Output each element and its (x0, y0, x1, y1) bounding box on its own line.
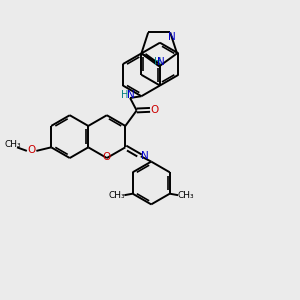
Text: N: N (128, 90, 135, 100)
Text: N: N (141, 151, 149, 160)
Text: H: H (121, 90, 128, 100)
Text: N: N (168, 32, 176, 42)
Text: N: N (157, 57, 165, 67)
Text: CH₃: CH₃ (178, 191, 194, 200)
Text: O: O (27, 145, 35, 155)
Text: O: O (151, 105, 159, 115)
Text: O: O (103, 152, 111, 161)
Text: H: H (154, 57, 161, 67)
Text: CH₃: CH₃ (5, 140, 22, 149)
Text: CH₃: CH₃ (108, 191, 124, 200)
